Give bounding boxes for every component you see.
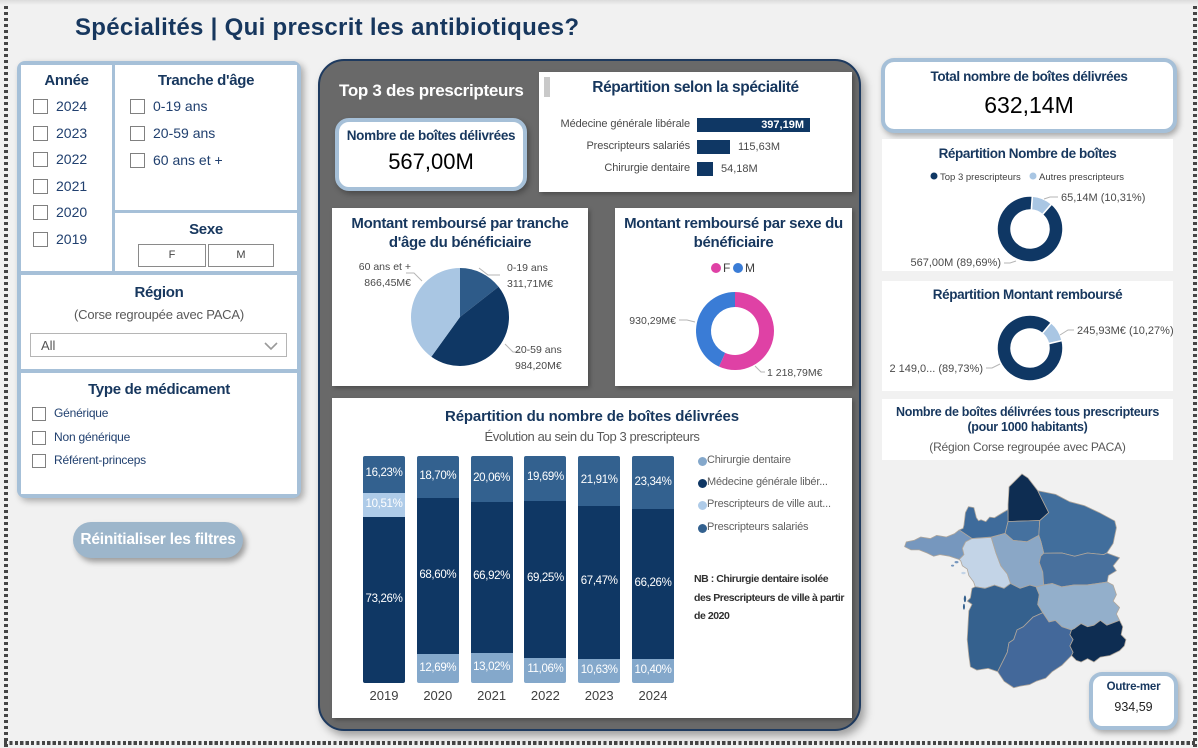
svg-text:F: F bbox=[723, 261, 730, 275]
svg-text:984,20M€: 984,20M€ bbox=[515, 360, 562, 372]
svg-text:2 149,0... (89,73%): 2 149,0... (89,73%) bbox=[889, 363, 983, 375]
svg-text:311,71M€: 311,71M€ bbox=[507, 278, 553, 290]
svg-text:866,45M€: 866,45M€ bbox=[364, 277, 411, 289]
svg-text:Autres prescripteurs: Autres prescripteurs bbox=[1039, 172, 1124, 183]
svg-text:60 ans et +: 60 ans et + bbox=[359, 261, 411, 273]
svg-text:20-59 ans: 20-59 ans bbox=[515, 344, 562, 356]
svg-text:1 218,79M€: 1 218,79M€ bbox=[767, 367, 823, 379]
svg-text:65,14M (10,31%): 65,14M (10,31%) bbox=[1061, 192, 1145, 204]
svg-text:0-19 ans: 0-19 ans bbox=[507, 262, 548, 274]
svg-text:567,00M (89,69%): 567,00M (89,69%) bbox=[911, 257, 1002, 269]
svg-text:245,93M€ (10,27%): 245,93M€ (10,27%) bbox=[1077, 325, 1173, 337]
svg-text:M: M bbox=[745, 261, 755, 275]
svg-text:930,29M€: 930,29M€ bbox=[629, 315, 676, 327]
svg-text:Top 3 prescripteurs: Top 3 prescripteurs bbox=[940, 172, 1021, 183]
